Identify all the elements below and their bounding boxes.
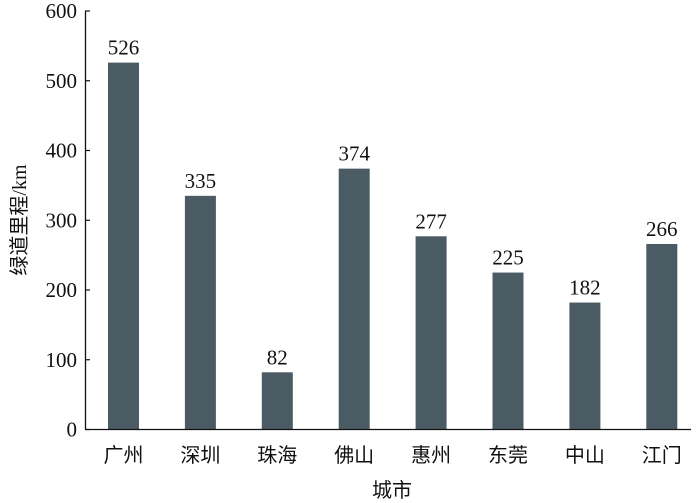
x-tick-label: 惠州 [411, 444, 451, 467]
y-tick-label: 400 [46, 139, 78, 163]
data-label: 266 [646, 217, 678, 241]
data-label: 182 [569, 276, 601, 300]
x-tick-label: 中山 [565, 444, 605, 467]
data-label: 225 [492, 246, 524, 270]
data-label: 277 [415, 209, 447, 233]
y-axis-label: 绿道里程/km [8, 164, 31, 276]
bar-珠海 [261, 372, 293, 430]
x-tick-label: 深圳 [180, 444, 220, 467]
y-tick-label: 0 [67, 418, 78, 442]
bars [108, 62, 678, 430]
y-tick-label: 600 [46, 0, 78, 23]
bar-江门 [646, 243, 678, 430]
x-tick-label: 广州 [104, 444, 144, 467]
y-tick-label: 300 [46, 208, 78, 232]
x-tick-label: 珠海 [257, 444, 297, 467]
x-tick-label: 佛山 [334, 444, 374, 467]
data-labels: 526 335 82 374 277 225 182 266 [108, 36, 678, 370]
bar-佛山 [338, 168, 370, 430]
bar-广州 [108, 62, 139, 430]
bar-深圳 [184, 195, 216, 430]
x-tick-label: 江门 [642, 444, 682, 467]
bar-惠州 [415, 236, 447, 430]
x-axis-label: 城市 [372, 479, 412, 502]
data-label: 526 [108, 36, 140, 60]
y-tick-label: 500 [46, 69, 78, 93]
data-label: 335 [185, 169, 217, 193]
y-axis-ticks: 0 100 200 300 400 500 600 [46, 0, 90, 442]
y-tick-label: 200 [46, 278, 78, 302]
x-tick-label: 东莞 [488, 444, 528, 467]
bar-东莞 [492, 272, 524, 430]
x-axis-ticks: 广州 深圳 珠海 佛山 惠州 东莞 中山 江门 [104, 444, 682, 467]
bar-中山 [569, 302, 601, 430]
data-label: 374 [338, 142, 370, 166]
data-label: 82 [267, 345, 288, 369]
y-tick-label: 100 [46, 348, 78, 372]
